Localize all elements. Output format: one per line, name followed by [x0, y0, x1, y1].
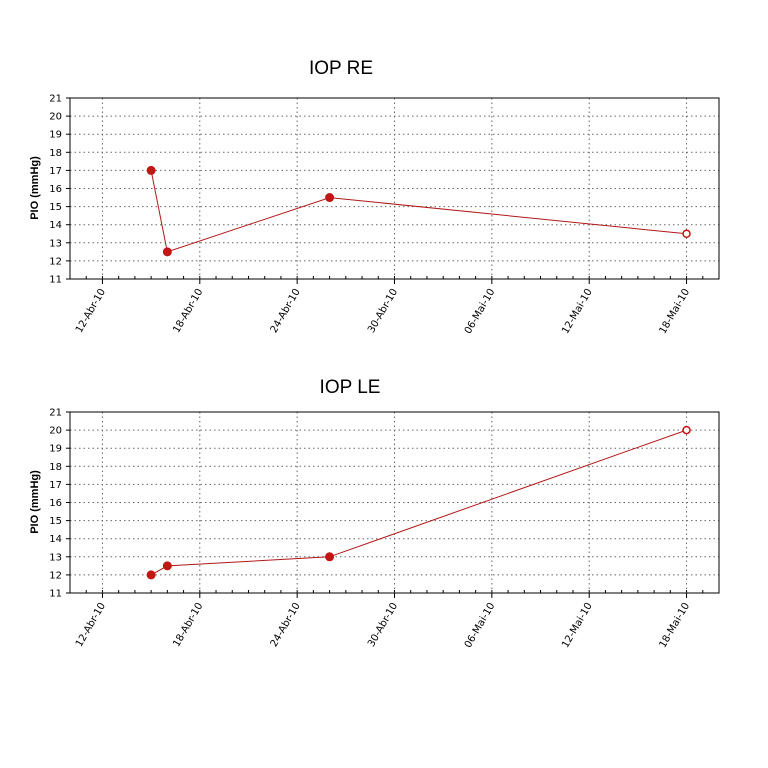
y-tick-label: 20: [49, 112, 62, 123]
y-tick-label: 12: [49, 256, 62, 267]
y-tick-label: 13: [49, 552, 62, 563]
x-tick-label: 12-Mai-10: [560, 287, 595, 336]
x-tick-label: 24-Abr-10: [269, 287, 303, 335]
data-point: [325, 552, 335, 562]
series-line: [150, 429, 687, 576]
plot-area-iop-re: 11 12 13 14 15 16 17 18 19 20 21 12-Abr-10 18-Abr-10…: [49, 94, 720, 336]
y-tick-label: 12: [49, 570, 62, 581]
x-tick-label: 18-Abr-10: [171, 601, 205, 649]
y-tick-label: 14: [49, 220, 62, 231]
data-point: [162, 561, 172, 571]
y-tick-label: 19: [49, 444, 62, 455]
y-tick-label: 18: [49, 148, 62, 159]
x-tick-label: 18-Abr-10: [171, 287, 205, 335]
y-tick-label: 15: [49, 202, 62, 213]
data-point: [325, 193, 335, 203]
series-line: [150, 170, 687, 253]
y-tick-label: 20: [49, 426, 62, 437]
y-tick-label: 15: [49, 516, 62, 527]
plot-area-iop-le: 11 12 13 14 15 16 17 18 19 20 21 12-Abr-10 18-Abr-10…: [49, 408, 720, 650]
chart-iop-le: IOP LE PIO (mmHg) 11 12 13 14 15 16 17 18 19 20 21…: [29, 377, 720, 650]
y-tick-label: 19: [49, 130, 62, 141]
y-axis-label-iop-re: PIO (mmHg): [29, 156, 41, 220]
data-point: [146, 165, 156, 175]
plot-frame: [69, 411, 720, 594]
x-tick-label: 06-Mai-10: [463, 601, 498, 650]
data-point: [162, 247, 172, 257]
y-tick-label: 21: [49, 408, 62, 419]
y-tick-label: 14: [49, 534, 62, 545]
y-tick-label: 17: [49, 480, 62, 491]
chart-title-iop-le: IOP LE: [320, 377, 381, 398]
y-axis-label-iop-le: PIO (mmHg): [29, 470, 41, 534]
x-tick-label: 12-Abr-10: [74, 601, 108, 649]
chart-iop-re: IOP RE PIO (mmHg) 11 12 13 14 15 16 17 18 19 20 21…: [29, 58, 720, 336]
y-tick-label: 17: [49, 166, 62, 177]
x-tick-label: 24-Abr-10: [269, 601, 303, 649]
data-point-open: [682, 229, 691, 238]
x-tick-label: 12-Abr-10: [74, 287, 108, 335]
x-tick-label: 06-Mai-10: [463, 287, 498, 336]
y-tick-label: 13: [49, 238, 62, 249]
y-tick-label: 21: [49, 94, 62, 105]
y-tick-label: 18: [49, 462, 62, 473]
y-tick-label: 11: [49, 275, 62, 286]
chart-title-iop-re: IOP RE: [309, 58, 373, 79]
x-tick-label: 12-Mai-10: [560, 601, 595, 650]
data-point-open: [682, 425, 691, 435]
x-tick-label: 30-Abr-10: [366, 287, 400, 335]
y-tick-label: 16: [49, 498, 62, 509]
x-tick-label: 18-Mai-10: [658, 601, 693, 650]
data-point: [146, 570, 156, 580]
y-tick-label: 11: [49, 589, 62, 600]
x-tick-label: 18-Mai-10: [658, 287, 693, 336]
plot-frame: [69, 97, 720, 280]
x-tick-label: 30-Abr-10: [366, 601, 400, 649]
y-tick-label: 16: [49, 184, 62, 195]
